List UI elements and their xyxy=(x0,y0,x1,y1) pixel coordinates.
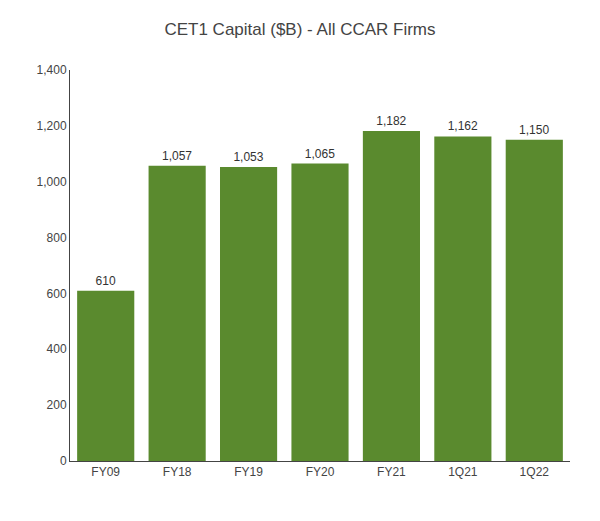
svg-text:1Q21: 1Q21 xyxy=(448,465,478,479)
svg-text:1,182: 1,182 xyxy=(376,114,406,128)
svg-text:600: 600 xyxy=(47,287,67,301)
svg-text:FY18: FY18 xyxy=(163,465,192,479)
svg-text:1,150: 1,150 xyxy=(519,123,549,137)
svg-text:FY09: FY09 xyxy=(91,465,120,479)
svg-text:610: 610 xyxy=(96,274,116,288)
svg-text:1,000: 1,000 xyxy=(37,175,67,189)
svg-text:400: 400 xyxy=(47,342,67,356)
svg-text:FY21: FY21 xyxy=(377,465,406,479)
svg-text:1,200: 1,200 xyxy=(37,119,67,133)
svg-text:FY19: FY19 xyxy=(234,465,263,479)
svg-text:800: 800 xyxy=(47,231,67,245)
svg-text:1,053: 1,053 xyxy=(233,150,263,164)
svg-text:0: 0 xyxy=(60,454,67,468)
svg-text:CET1 Capital ($B) - All CCAR F: CET1 Capital ($B) - All CCAR Firms xyxy=(164,20,435,39)
svg-text:1Q22: 1Q22 xyxy=(520,465,550,479)
svg-text:200: 200 xyxy=(47,398,67,412)
svg-text:1,162: 1,162 xyxy=(448,119,478,133)
svg-text:1,065: 1,065 xyxy=(305,147,335,161)
svg-text:FY20: FY20 xyxy=(306,465,335,479)
svg-text:1,057: 1,057 xyxy=(162,149,192,163)
svg-text:1,400: 1,400 xyxy=(37,63,67,77)
